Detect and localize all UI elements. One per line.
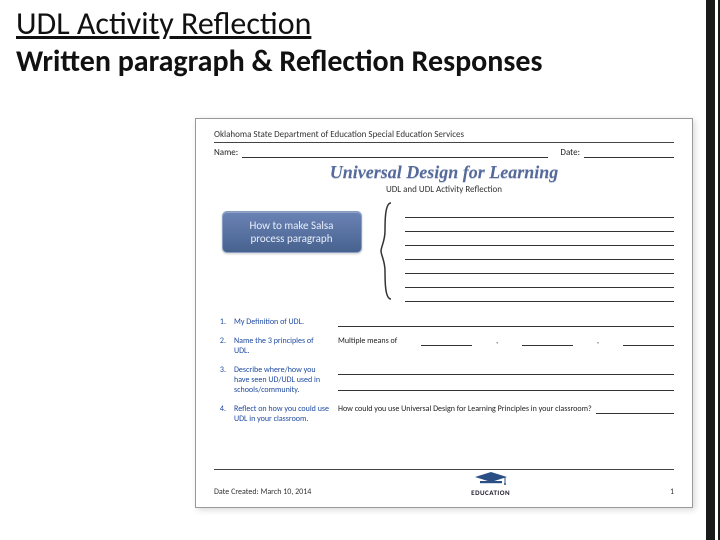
footer-date: Date Created: March 10, 2014 [214, 487, 311, 497]
separator: , [496, 336, 498, 346]
answer-segment[interactable] [421, 336, 472, 346]
pill-line1: How to make Salsa [231, 219, 353, 232]
education-logo: EDUCATION [471, 471, 510, 497]
writing-line[interactable] [405, 247, 674, 260]
question-number: 1. [214, 317, 226, 327]
curly-brace-icon [379, 201, 395, 301]
writing-line[interactable] [405, 275, 674, 288]
answer-line[interactable] [338, 365, 674, 375]
writing-line[interactable] [405, 233, 674, 246]
writing-lines [405, 205, 674, 303]
writing-line[interactable] [405, 261, 674, 274]
question-number: 4. [214, 404, 226, 414]
banner-subtitle: UDL and UDL Activity Reflection [214, 184, 674, 195]
question-prompt: Reflect on how you could use UDL in your… [234, 404, 330, 424]
question-prompt: Describe where/how you have seen UD/UDL … [234, 365, 330, 395]
question-prompt: My Definition of UDL. [234, 317, 330, 327]
answer-multi: Multiple means of,, [338, 336, 674, 346]
grad-cap-icon [474, 471, 508, 487]
answer-segment[interactable] [623, 336, 674, 346]
right-accent-bar [706, 0, 720, 540]
footer-logo-text: EDUCATION [471, 488, 510, 497]
department-header: Oklahoma State Department of Education S… [214, 129, 674, 140]
answer-area[interactable] [338, 317, 674, 327]
embedded-document: Oklahoma State Department of Education S… [195, 118, 693, 508]
pill-column: How to make Salsa process paragraph [214, 205, 369, 253]
answer-line[interactable] [596, 404, 674, 414]
brace-column [379, 205, 395, 297]
question-row: 1. My Definition of UDL. [214, 317, 674, 327]
answer-area[interactable] [338, 365, 674, 391]
question-prompt: Name the 3 principles of UDL. [234, 336, 330, 356]
date-blank-line[interactable] [584, 149, 674, 158]
answer-area[interactable]: Multiple means of,, [338, 336, 674, 346]
name-date-row: Name: Date: [214, 147, 674, 158]
writing-line[interactable] [405, 289, 674, 302]
question-number: 3. [214, 365, 226, 375]
reflection-questions: 1. My Definition of UDL. 2. Name the 3 prin… [214, 317, 674, 424]
answer-segment[interactable] [522, 336, 573, 346]
answer-area[interactable]: How could you use Universal Design for L… [338, 404, 674, 414]
writing-line[interactable] [405, 219, 674, 232]
name-label: Name: [214, 147, 238, 158]
footer-page-number: 1 [670, 487, 674, 497]
pill-line2: process paragraph [231, 232, 353, 245]
banner-title: Universal Design for Learning [214, 162, 674, 183]
name-blank-line[interactable] [242, 149, 548, 158]
inline-question-text: How could you use Universal Design for L… [338, 404, 592, 414]
paragraph-section: How to make Salsa process paragraph [214, 205, 674, 303]
inline-question: How could you use Universal Design for L… [338, 404, 674, 414]
date-label: Date: [560, 147, 580, 158]
question-row: 4. Reflect on how you could use UDL in yo… [214, 404, 674, 424]
process-paragraph-pill: How to make Salsa process paragraph [222, 211, 362, 253]
slide-title-1: UDL Activity Reflection [16, 6, 704, 43]
header-rule [214, 142, 674, 143]
separator: , [597, 336, 599, 346]
slide-title-2: Written paragraph & Reflection Responses [16, 45, 704, 78]
answer-line[interactable] [338, 381, 674, 391]
answer-lead-text: Multiple means of [338, 336, 397, 346]
writing-line[interactable] [405, 205, 674, 218]
document-footer: Date Created: March 10, 2014 EDUCATION 1 [214, 469, 674, 497]
document-inner: Oklahoma State Department of Education S… [196, 119, 692, 507]
answer-line[interactable] [338, 317, 674, 327]
question-number: 2. [214, 336, 226, 346]
question-row: 2. Name the 3 principles of UDL. Multiple … [214, 336, 674, 356]
question-row: 3. Describe where/how you have seen UD/UD… [214, 365, 674, 395]
slide: UDL Activity Reflection Written paragrap… [0, 0, 720, 540]
